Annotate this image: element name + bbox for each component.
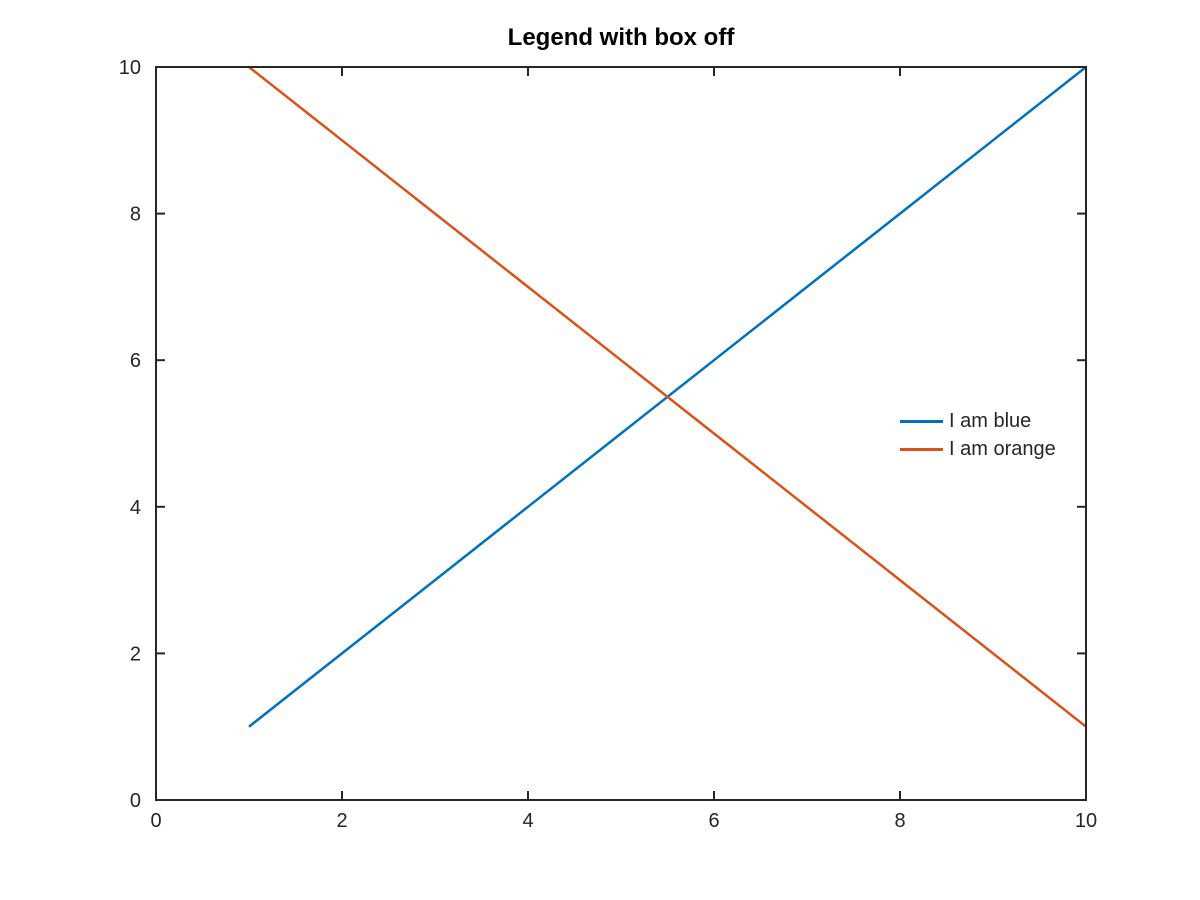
legend-label-blue: I am blue bbox=[949, 409, 1032, 432]
chart-title: Legend with box off bbox=[507, 24, 735, 51]
x-tick-label: 0 bbox=[150, 810, 161, 832]
legend-line-swatch-blue bbox=[900, 419, 943, 423]
x-tick-label: 2 bbox=[336, 810, 347, 832]
legend-item-blue: I am blue bbox=[900, 407, 1056, 435]
series-line-1 bbox=[248, 66, 1087, 728]
y-tick-label: 0 bbox=[130, 790, 141, 812]
y-tick-label: 10 bbox=[119, 57, 141, 79]
x-tick-label: 8 bbox=[894, 810, 905, 832]
legend-line-swatch-orange bbox=[900, 447, 943, 451]
x-tick-label: 4 bbox=[522, 810, 533, 832]
axes-box bbox=[155, 66, 1087, 801]
legend: I am blue I am orange bbox=[900, 407, 1056, 463]
y-tick-label: 4 bbox=[130, 497, 141, 519]
y-tick-label: 8 bbox=[130, 204, 141, 226]
y-tick-label: 2 bbox=[130, 643, 141, 665]
x-tick-label: 10 bbox=[1075, 810, 1097, 832]
legend-item-orange: I am orange bbox=[900, 435, 1056, 463]
x-tick-label: 6 bbox=[708, 810, 719, 832]
y-tick-label: 6 bbox=[130, 350, 141, 372]
legend-label-orange: I am orange bbox=[949, 437, 1056, 460]
